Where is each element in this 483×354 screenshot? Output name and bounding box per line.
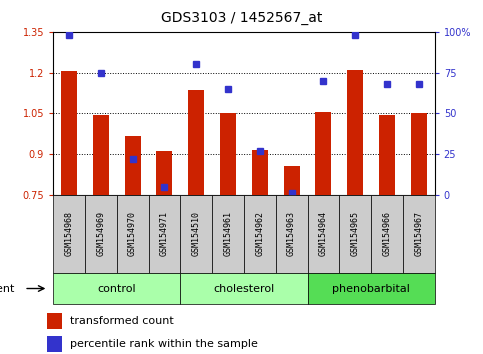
Bar <box>180 273 308 304</box>
Text: GSM154510: GSM154510 <box>192 211 201 256</box>
Bar <box>371 195 403 273</box>
Bar <box>93 115 109 195</box>
Text: agent: agent <box>0 284 14 293</box>
Text: percentile rank within the sample: percentile rank within the sample <box>70 339 257 349</box>
Text: GSM154963: GSM154963 <box>287 211 296 256</box>
Bar <box>276 195 308 273</box>
Text: GSM154968: GSM154968 <box>65 211 73 256</box>
Text: GDS3103 / 1452567_at: GDS3103 / 1452567_at <box>161 11 322 25</box>
Bar <box>411 113 427 195</box>
Bar <box>308 273 435 304</box>
Text: phenobarbital: phenobarbital <box>332 284 410 293</box>
Text: GSM154962: GSM154962 <box>256 211 264 256</box>
Text: GSM154966: GSM154966 <box>383 211 392 256</box>
Text: GSM154965: GSM154965 <box>351 211 360 256</box>
Bar <box>188 90 204 195</box>
Bar <box>47 336 61 352</box>
Text: control: control <box>98 284 136 293</box>
Bar <box>85 195 117 273</box>
Bar <box>403 195 435 273</box>
Text: GSM154969: GSM154969 <box>96 211 105 256</box>
Text: GSM154971: GSM154971 <box>160 211 169 256</box>
Bar <box>212 195 244 273</box>
Text: cholesterol: cholesterol <box>213 284 274 293</box>
Text: GSM154964: GSM154964 <box>319 211 328 256</box>
Bar <box>61 71 77 195</box>
Bar <box>339 195 371 273</box>
Text: GSM154967: GSM154967 <box>414 211 423 256</box>
Bar <box>252 150 268 195</box>
Bar <box>125 136 141 195</box>
Bar <box>53 273 180 304</box>
Bar <box>180 195 212 273</box>
Bar <box>117 195 149 273</box>
Bar <box>347 70 363 195</box>
Bar <box>53 195 85 273</box>
Text: GSM154961: GSM154961 <box>224 211 232 256</box>
Bar <box>149 195 180 273</box>
Bar <box>308 195 339 273</box>
Bar <box>284 166 299 195</box>
Bar <box>315 112 331 195</box>
Text: transformed count: transformed count <box>70 316 173 326</box>
Text: GSM154970: GSM154970 <box>128 211 137 256</box>
Bar <box>156 151 172 195</box>
Bar <box>220 113 236 195</box>
Bar <box>379 115 395 195</box>
Bar <box>244 195 276 273</box>
Bar <box>47 313 61 329</box>
